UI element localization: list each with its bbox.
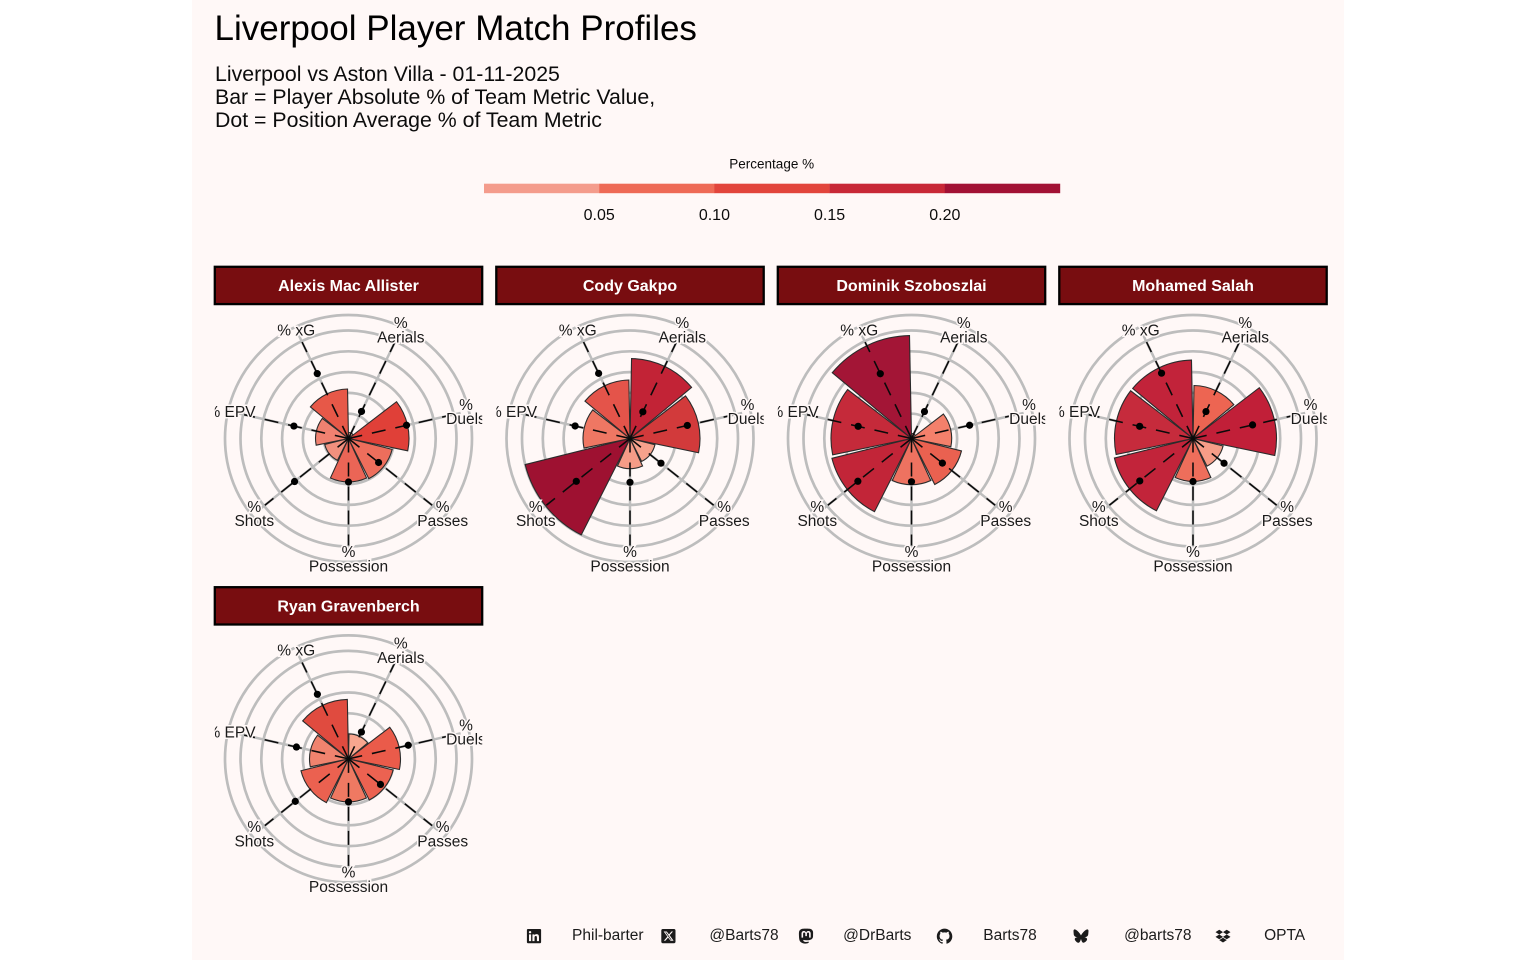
svg-text:Shots: Shots — [797, 513, 837, 530]
svg-text:Possession: Possession — [309, 879, 388, 896]
svg-text:Passes: Passes — [699, 513, 750, 530]
svg-text:%: % — [1280, 499, 1294, 516]
svg-text:% EPV: % EPV — [1051, 404, 1101, 421]
svg-text:%: % — [957, 315, 971, 332]
svg-text:% xG: % xG — [277, 643, 315, 660]
svg-text:0.10: 0.10 — [699, 207, 730, 224]
svg-text:Duels: Duels — [446, 411, 486, 428]
svg-text:Aerials: Aerials — [659, 329, 707, 346]
svg-text:Dot = Position Average % of Te: Dot = Position Average % of Team Metric — [215, 108, 602, 132]
svg-text:Possession: Possession — [309, 559, 388, 576]
svg-text:Bar = Player Absolute % of Tea: Bar = Player Absolute % of Team Metric V… — [215, 85, 655, 109]
svg-text:%: % — [342, 544, 356, 561]
svg-text:Duels: Duels — [1009, 411, 1049, 428]
svg-text:%: % — [436, 819, 450, 836]
svg-text:0.20: 0.20 — [929, 207, 960, 224]
svg-text:%: % — [741, 397, 755, 414]
svg-text:%: % — [1092, 499, 1106, 516]
svg-text:0.05: 0.05 — [584, 207, 615, 224]
svg-text:% EPV: % EPV — [488, 404, 538, 421]
svg-text:@DrBarts: @DrBarts — [843, 927, 912, 944]
svg-text:%: % — [623, 544, 637, 561]
svg-text:Percentage %: Percentage % — [729, 157, 814, 172]
svg-text:%: % — [436, 499, 450, 516]
svg-text:Duels: Duels — [728, 411, 768, 428]
svg-text:%: % — [905, 544, 919, 561]
svg-text:%: % — [1186, 544, 1200, 561]
svg-text:% xG: % xG — [559, 322, 597, 339]
svg-text:Passes: Passes — [980, 513, 1031, 530]
svg-text:%: % — [459, 717, 473, 734]
svg-text:Passes: Passes — [1262, 513, 1313, 530]
svg-text:Aerials: Aerials — [377, 650, 425, 667]
svg-text:% xG: % xG — [840, 322, 878, 339]
svg-text:0.15: 0.15 — [814, 207, 845, 224]
svg-text:Cody Gakpo: Cody Gakpo — [583, 278, 677, 295]
svg-text:Shots: Shots — [234, 834, 274, 851]
svg-text:Dominik Szoboszlai: Dominik Szoboszlai — [836, 278, 986, 295]
svg-text:Possession: Possession — [872, 559, 951, 576]
svg-text:Aerials: Aerials — [940, 329, 988, 346]
svg-text:Aerials: Aerials — [377, 329, 425, 346]
svg-text:% EPV: % EPV — [769, 404, 819, 421]
svg-text:Duels: Duels — [1291, 411, 1331, 428]
svg-text:%: % — [1238, 315, 1252, 332]
svg-text:Phil-barter: Phil-barter — [572, 927, 644, 944]
svg-text:OPTA: OPTA — [1264, 927, 1306, 944]
svg-text:%: % — [529, 499, 543, 516]
svg-text:Ryan Gravenberch: Ryan Gravenberch — [277, 598, 419, 615]
svg-text:Alexis Mac Allister: Alexis Mac Allister — [278, 278, 419, 295]
svg-text:%: % — [247, 499, 261, 516]
svg-text:Mohamed Salah: Mohamed Salah — [1132, 278, 1254, 295]
svg-text:%: % — [675, 315, 689, 332]
svg-text:Passes: Passes — [417, 513, 468, 530]
svg-text:% xG: % xG — [1122, 322, 1160, 339]
svg-text:%: % — [1304, 397, 1318, 414]
svg-text:Liverpool vs Aston Villa - 01-: Liverpool vs Aston Villa - 01-11-2025 — [215, 62, 560, 86]
svg-text:%: % — [999, 499, 1013, 516]
svg-text:%: % — [810, 499, 824, 516]
svg-text:%: % — [342, 865, 356, 882]
svg-text:%: % — [394, 315, 408, 332]
svg-text:% EPV: % EPV — [206, 404, 256, 421]
svg-text:Shots: Shots — [1079, 513, 1119, 530]
svg-text:%: % — [717, 499, 731, 516]
svg-text:% xG: % xG — [277, 322, 315, 339]
svg-text:Shots: Shots — [234, 513, 274, 530]
svg-text:@Barts78: @Barts78 — [709, 927, 778, 944]
svg-text:%: % — [394, 636, 408, 653]
svg-text:Barts78: Barts78 — [983, 927, 1036, 944]
svg-text:Shots: Shots — [516, 513, 556, 530]
svg-text:Possession: Possession — [590, 559, 669, 576]
svg-text:%: % — [1022, 397, 1036, 414]
svg-text:Liverpool Player Match Profile: Liverpool Player Match Profiles — [215, 9, 697, 48]
svg-text:Possession: Possession — [1153, 559, 1232, 576]
svg-text:%: % — [247, 819, 261, 836]
svg-text:@barts78: @barts78 — [1124, 927, 1191, 944]
svg-text:%: % — [459, 397, 473, 414]
svg-text:% EPV: % EPV — [206, 724, 256, 741]
svg-text:Aerials: Aerials — [1222, 329, 1270, 346]
svg-text:Duels: Duels — [446, 732, 486, 749]
svg-text:Passes: Passes — [417, 834, 468, 851]
